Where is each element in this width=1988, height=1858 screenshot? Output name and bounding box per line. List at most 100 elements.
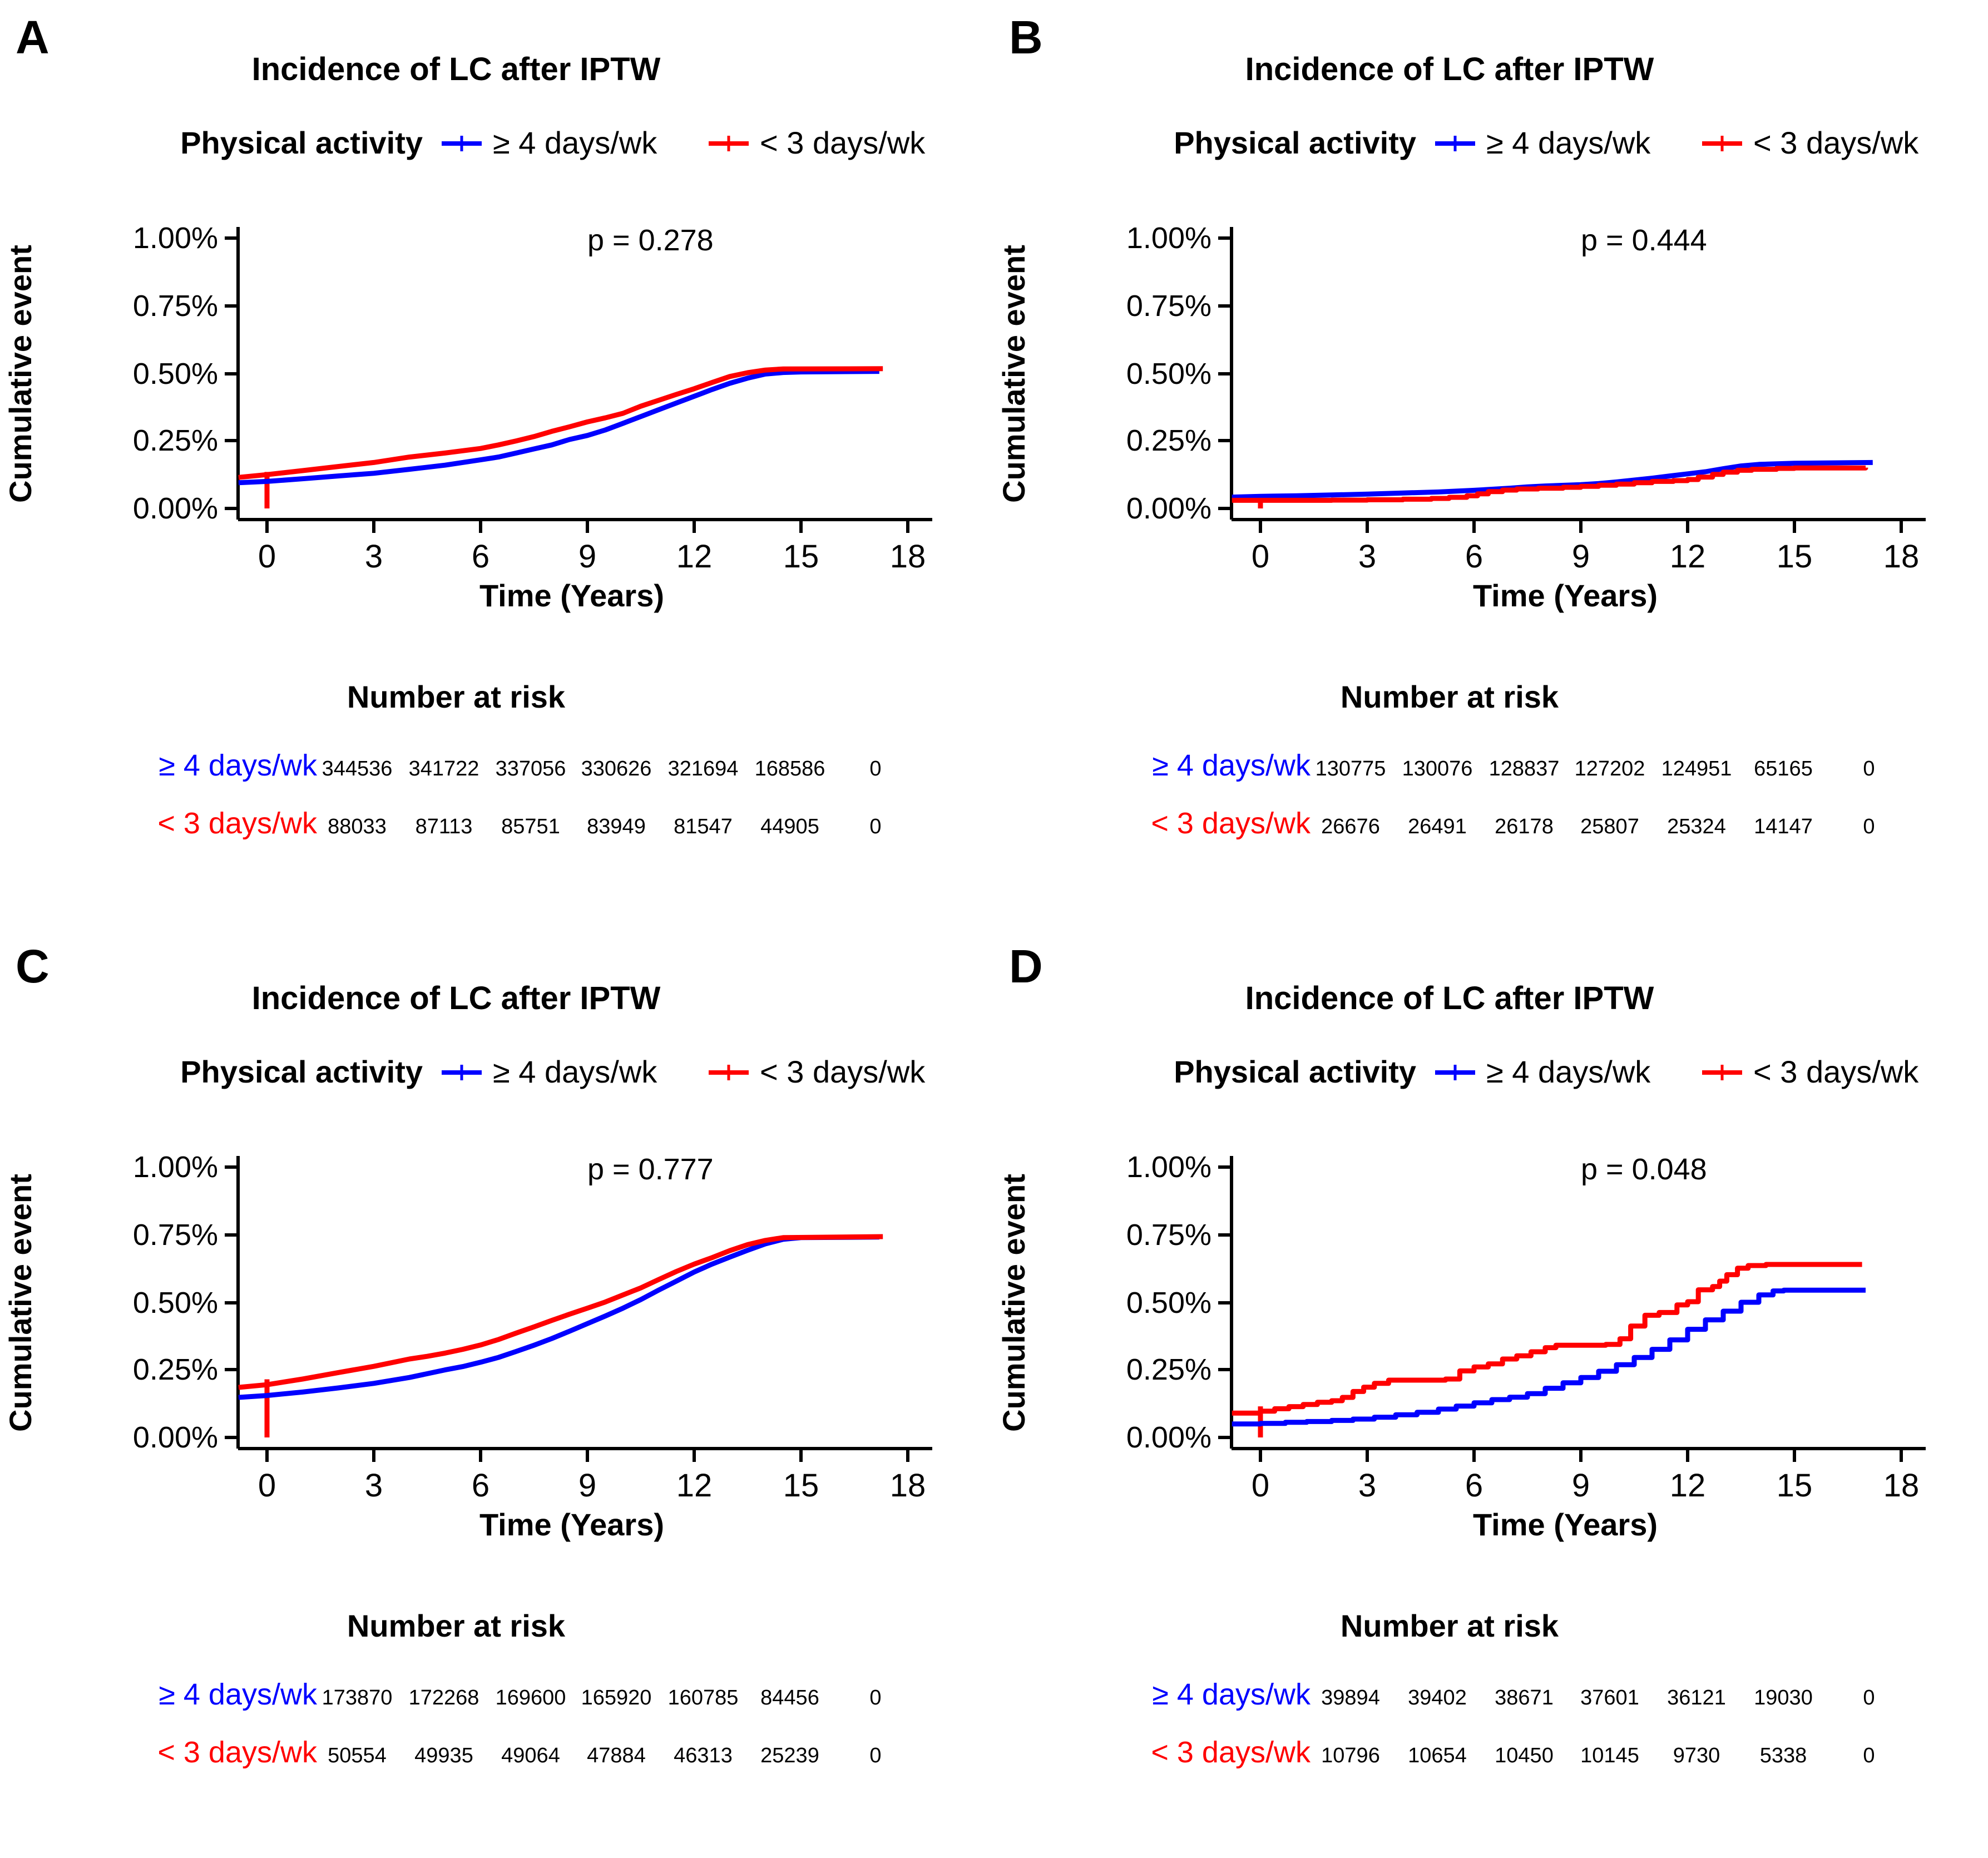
panel-letter: A [16,11,50,63]
legend-label-series2: < 3 days/wk [760,1054,926,1089]
y-tick-label: 1.00% [133,1150,218,1184]
curve-series2 [238,1234,883,1390]
x-tick-label: 3 [365,538,383,575]
y-tick-label: 0.75% [1126,289,1211,323]
x-tick-label: 18 [1883,1467,1920,1504]
panel-title: Incidence of LC after IPTW [1245,51,1654,87]
x-tick-label: 15 [783,538,819,575]
risk-count: 39402 [1408,1686,1467,1709]
risk-count: 130775 [1316,757,1386,780]
risk-count: 165920 [581,1686,652,1709]
legend-label-series1: ≥ 4 days/wk [1486,1054,1651,1089]
x-tick-label: 12 [676,538,713,575]
panel: B Incidence of LC after IPTW Physical ac… [996,11,1926,840]
risk-count: 321694 [668,757,739,780]
legend-label-series1: ≥ 4 days/wk [493,125,657,160]
p-value-label: p = 0.444 [1581,224,1707,257]
plot-axes: 1.00% 0.75% 0.50% 0.25% 0.00% 0 3 6 9 12… [3,221,932,613]
curve-series2 [238,366,883,480]
x-tick-label: 0 [258,1467,276,1504]
x-tick-label: 3 [1358,1467,1376,1504]
p-value-label: p = 0.278 [587,224,714,257]
risk-count: 83949 [587,815,646,838]
y-tick-label: 0.00% [1126,1421,1211,1454]
x-tick-label: 15 [1777,1467,1813,1504]
risk-count: 85751 [501,815,560,838]
plot-axes: 1.00% 0.75% 0.50% 0.25% 0.00% 0 3 6 9 12… [3,1150,932,1542]
risk-count: 10796 [1321,1744,1380,1767]
curve-series2 [1232,1262,1862,1416]
curves [1232,1262,1866,1437]
risk-count: 172268 [409,1686,479,1709]
panel-letter: C [16,940,50,992]
risk-row-label-series2: < 3 days/wk [157,1736,318,1769]
risk-count: 337056 [496,757,566,780]
risk-count: 0 [869,815,881,838]
number-at-risk-table: Number at risk ≥ 4 days/wk 39894 39402 3… [1151,1608,1875,1769]
risk-count: 10145 [1580,1744,1639,1767]
y-tick-label: 0.25% [133,1353,218,1386]
risk-count: 9730 [1673,1744,1720,1767]
x-tick-label: 9 [1572,1467,1590,1504]
x-tick-label: 12 [1670,1467,1706,1504]
y-tick-label: 0.50% [133,1286,218,1320]
y-tick-label: 0.25% [1126,424,1211,457]
risk-count: 0 [1863,1686,1875,1709]
x-tick-label: 0 [258,538,276,575]
y-tick-label: 0.50% [133,357,218,391]
curve-series1 [1232,1287,1866,1427]
risk-count: 25324 [1667,815,1726,838]
risk-count: 0 [869,757,881,780]
risk-count: 330626 [581,757,652,780]
risk-count: 0 [869,1744,881,1767]
legend-label-series2: < 3 days/wk [1753,1054,1919,1089]
x-tick-label: 6 [472,538,489,575]
risk-row-label-series2: < 3 days/wk [1151,1736,1311,1769]
risk-count: 39894 [1321,1686,1380,1709]
y-tick-label: 0.75% [133,1218,218,1252]
risk-row-label-series2: < 3 days/wk [1151,807,1311,840]
risk-count: 25239 [760,1744,819,1767]
y-tick-label: 1.00% [1126,1150,1211,1184]
risk-count: 81547 [674,815,733,838]
risk-count: 0 [869,1686,881,1709]
y-axis-title: Cumulative event [3,245,38,503]
x-tick-label: 6 [1465,538,1483,575]
legend-title: Physical activity [180,1054,423,1089]
panel: A Incidence of LC after IPTW Physical ac… [3,11,932,840]
y-tick-label: 0.75% [1126,1218,1211,1252]
legend-title: Physical activity [1174,125,1416,160]
x-tick-label: 18 [890,538,926,575]
legend-label-series2: < 3 days/wk [760,125,926,160]
y-tick-label: 0.50% [1126,357,1211,391]
legend-title: Physical activity [1174,1054,1416,1089]
curves [238,1234,883,1437]
panel-title: Incidence of LC after IPTW [1245,980,1654,1016]
risk-count: 160785 [668,1686,739,1709]
risk-count: 65165 [1754,757,1813,780]
y-axis-title: Cumulative event [996,1174,1031,1432]
number-at-risk-heading: Number at risk [1341,1608,1559,1643]
curves [238,366,883,508]
risk-count: 10654 [1408,1744,1467,1767]
risk-count: 5338 [1760,1744,1807,1767]
x-tick-label: 6 [1465,1467,1483,1504]
y-tick-label: 1.00% [133,221,218,255]
risk-count: 47884 [587,1744,646,1767]
y-tick-label: 0.00% [1126,492,1211,525]
x-tick-label: 18 [1883,538,1920,575]
panel-title: Incidence of LC after IPTW [252,51,661,87]
risk-count: 173870 [322,1686,393,1709]
panel-letter: B [1009,11,1043,63]
risk-count: 49935 [414,1744,473,1767]
risk-count: 26178 [1495,815,1554,838]
legend-title: Physical activity [180,125,423,160]
number-at-risk-heading: Number at risk [347,1608,566,1643]
number-at-risk-table: Number at risk ≥ 4 days/wk 130775 130076… [1151,679,1875,840]
risk-count: 37601 [1580,1686,1639,1709]
panel: C Incidence of LC after IPTW Physical ac… [3,940,932,1769]
y-tick-label: 0.00% [133,1421,218,1454]
y-axis-title: Cumulative event [3,1174,38,1432]
